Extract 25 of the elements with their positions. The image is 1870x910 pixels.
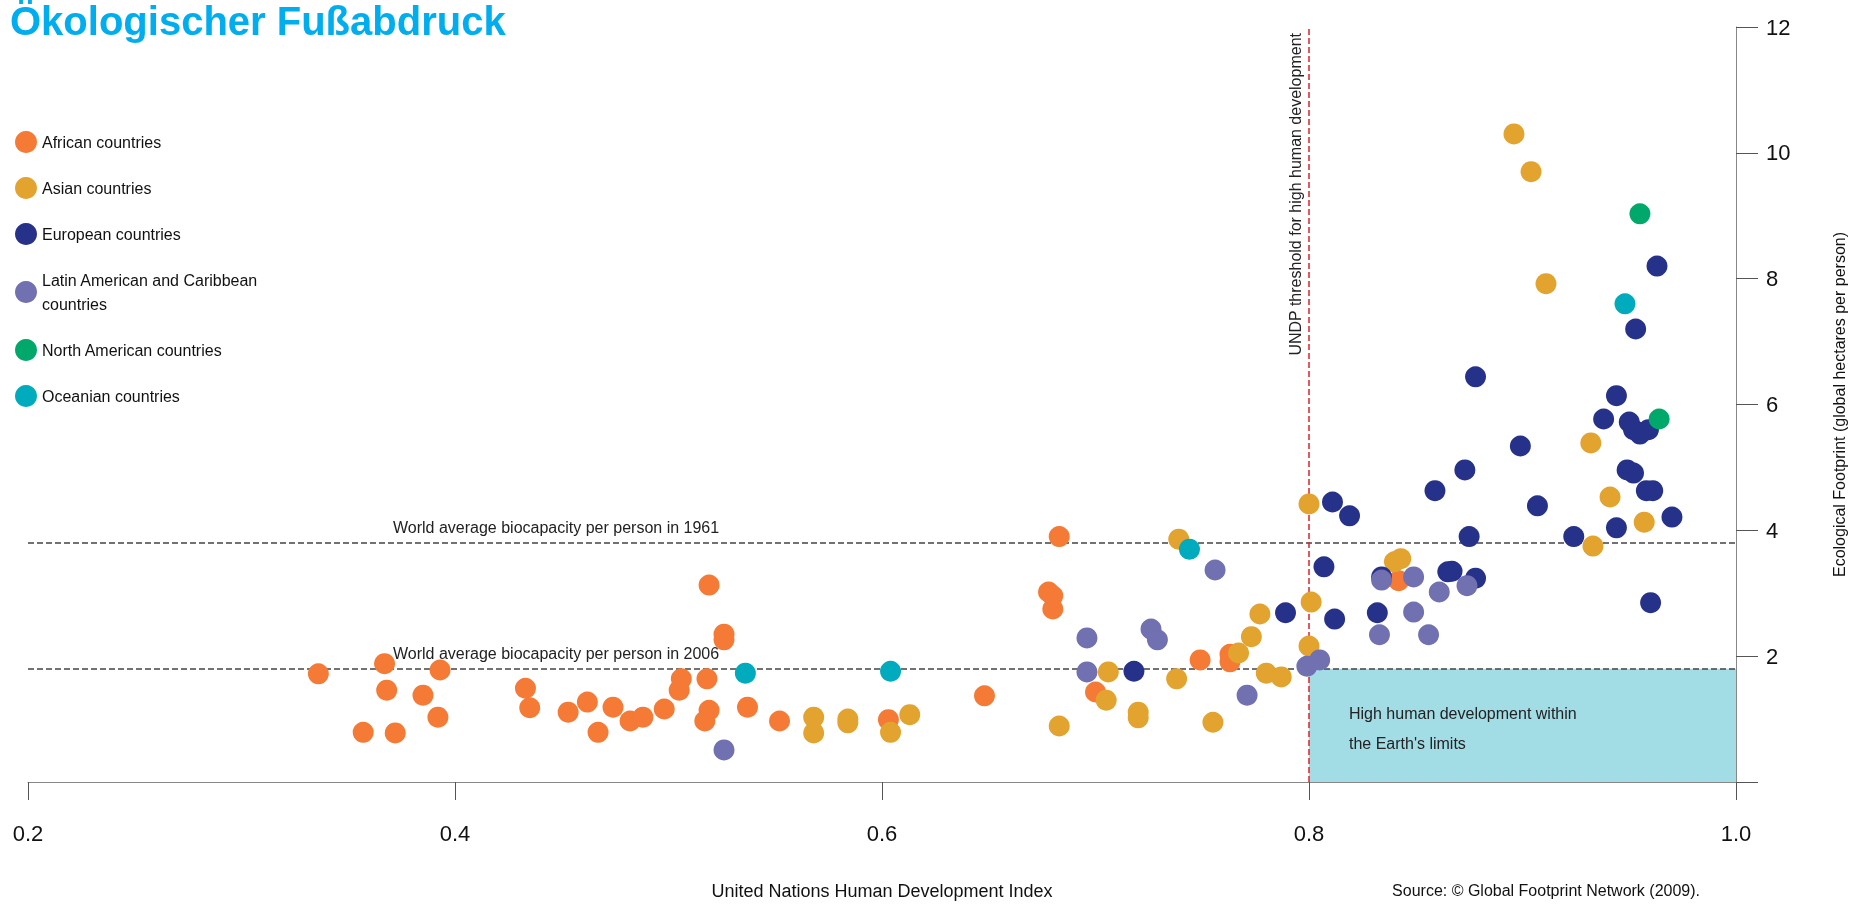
x-tick-label: 1.0 bbox=[1720, 820, 1752, 846]
legend-label: Oceanian countries bbox=[42, 387, 180, 405]
y-tick-label: 12 bbox=[1766, 14, 1791, 40]
legend-label: European countries bbox=[42, 225, 181, 243]
y-tick-label: 8 bbox=[1766, 266, 1779, 292]
x-tick-label: 0.2 bbox=[12, 820, 44, 846]
legend-label: Latin American and Caribbean countries bbox=[42, 271, 262, 313]
y-tick-label: 6 bbox=[1766, 392, 1779, 417]
x-tick-label: 0.4 bbox=[439, 820, 471, 846]
legend-label: North American countries bbox=[42, 341, 222, 359]
y-tick-label: 10 bbox=[1766, 140, 1791, 166]
ref-line-label: World average biocapacity per person in 2006 bbox=[393, 645, 720, 663]
x-tick-label: 0.6 bbox=[866, 820, 898, 846]
ref-line-label: UNDP threshold for high human development bbox=[1286, 32, 1304, 356]
y-tick-label: 4 bbox=[1766, 517, 1779, 543]
ref-line-label: World average biocapacity per person in 1961 bbox=[393, 519, 720, 537]
x-axis-title: United Nations Human Development Index bbox=[711, 881, 1053, 901]
y-axis-title: Ecological Footprint (global hectares per person) bbox=[1830, 231, 1848, 578]
x-tick-label: 0.8 bbox=[1293, 820, 1325, 846]
legend-label: African countries bbox=[42, 133, 162, 151]
source-note: Source: © Global Footprint Network (2009). bbox=[1392, 881, 1700, 899]
y-tick-label: 2 bbox=[1766, 643, 1779, 669]
band-label: High human development within the Earth's limits bbox=[1349, 705, 1582, 753]
legend-label: Asian countries bbox=[42, 179, 152, 197]
chart-title: Ökologischer Fußabdruck bbox=[10, 0, 507, 43]
